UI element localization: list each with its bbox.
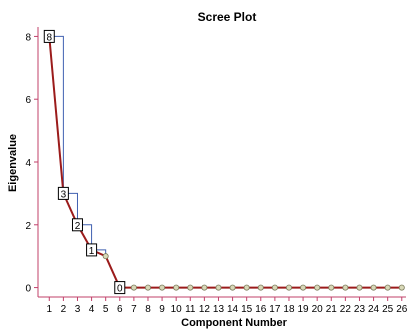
- x-tick-label: 25: [382, 304, 394, 315]
- data-point: [201, 284, 208, 291]
- x-tick-label: 9: [159, 304, 165, 315]
- x-tick-label: 19: [298, 304, 310, 315]
- data-label-text: 8: [46, 32, 52, 43]
- data-label: 1: [86, 243, 98, 257]
- data-points: [46, 33, 405, 291]
- x-tick-label: 12: [199, 304, 211, 315]
- data-point: [398, 284, 405, 291]
- data-label: 3: [57, 186, 69, 200]
- data-point: [130, 284, 137, 291]
- data-point: [229, 284, 236, 291]
- data-label-box: [71, 218, 83, 232]
- x-tick-label: 16: [255, 304, 267, 315]
- data-label-box: [114, 281, 126, 295]
- x-tick-label: 17: [269, 304, 281, 315]
- y-tick-label: 0: [25, 284, 31, 295]
- data-point: [173, 284, 180, 291]
- x-tick-label: 23: [354, 304, 366, 315]
- data-labels: 8 3 2 1 0: [43, 29, 126, 295]
- data-point: [356, 284, 363, 291]
- x-tick-label: 11: [185, 304, 196, 315]
- x-tick-label: 15: [241, 304, 253, 315]
- data-point: [159, 284, 166, 291]
- data-label: 8: [43, 29, 55, 43]
- data-point: [342, 284, 349, 291]
- x-tick-label: 10: [171, 304, 183, 315]
- x-tick-label: 20: [312, 304, 324, 315]
- data-point: [370, 284, 377, 291]
- y-tick-label: 6: [25, 95, 31, 106]
- data-point: [271, 284, 278, 291]
- data-point: [257, 284, 264, 291]
- x-tick-label: 5: [103, 304, 109, 315]
- data-point: [285, 284, 292, 291]
- x-tick-label: 7: [131, 304, 137, 315]
- y-tick-label: 4: [25, 158, 31, 169]
- x-tick-label: 26: [396, 304, 408, 315]
- data-label: 2: [71, 218, 83, 232]
- data-point: [187, 284, 194, 291]
- x-tick-label: 3: [75, 304, 81, 315]
- data-label: 0: [114, 281, 126, 295]
- x-tick-label: 21: [326, 304, 338, 315]
- data-point: [215, 284, 222, 291]
- data-label-text: 0: [117, 284, 123, 295]
- y-axis-label: Eigenvalue: [7, 134, 19, 192]
- data-point: [384, 284, 391, 291]
- data-point: [102, 253, 109, 260]
- data-point: [300, 284, 307, 291]
- data-label-text: 3: [61, 189, 67, 200]
- data-label-text: 1: [89, 246, 95, 257]
- data-label-box: [57, 186, 69, 200]
- data-label-box: [43, 29, 55, 43]
- x-tick-label: 8: [145, 304, 151, 315]
- data-label-text: 2: [75, 221, 81, 232]
- x-tick-label: 22: [340, 304, 352, 315]
- x-tick-label: 1: [46, 304, 52, 315]
- x-tick-label: 4: [89, 304, 95, 315]
- data-point: [243, 284, 250, 291]
- data-point: [144, 284, 151, 291]
- x-tick-label: 6: [117, 304, 123, 315]
- x-tick-label: 14: [227, 304, 239, 315]
- x-axis-label: Component Number: [181, 317, 287, 329]
- x-tick-label: 18: [283, 304, 295, 315]
- data-label-box: [86, 243, 98, 257]
- data-point: [328, 284, 335, 291]
- x-tick-label: 24: [368, 304, 380, 315]
- x-tick-label: 13: [213, 304, 225, 315]
- y-tick-label: 2: [25, 221, 31, 232]
- y-tick-label: 8: [25, 32, 31, 43]
- chart-title: Scree Plot: [198, 10, 257, 24]
- x-tick-label: 2: [61, 304, 67, 315]
- data-point: [314, 284, 321, 291]
